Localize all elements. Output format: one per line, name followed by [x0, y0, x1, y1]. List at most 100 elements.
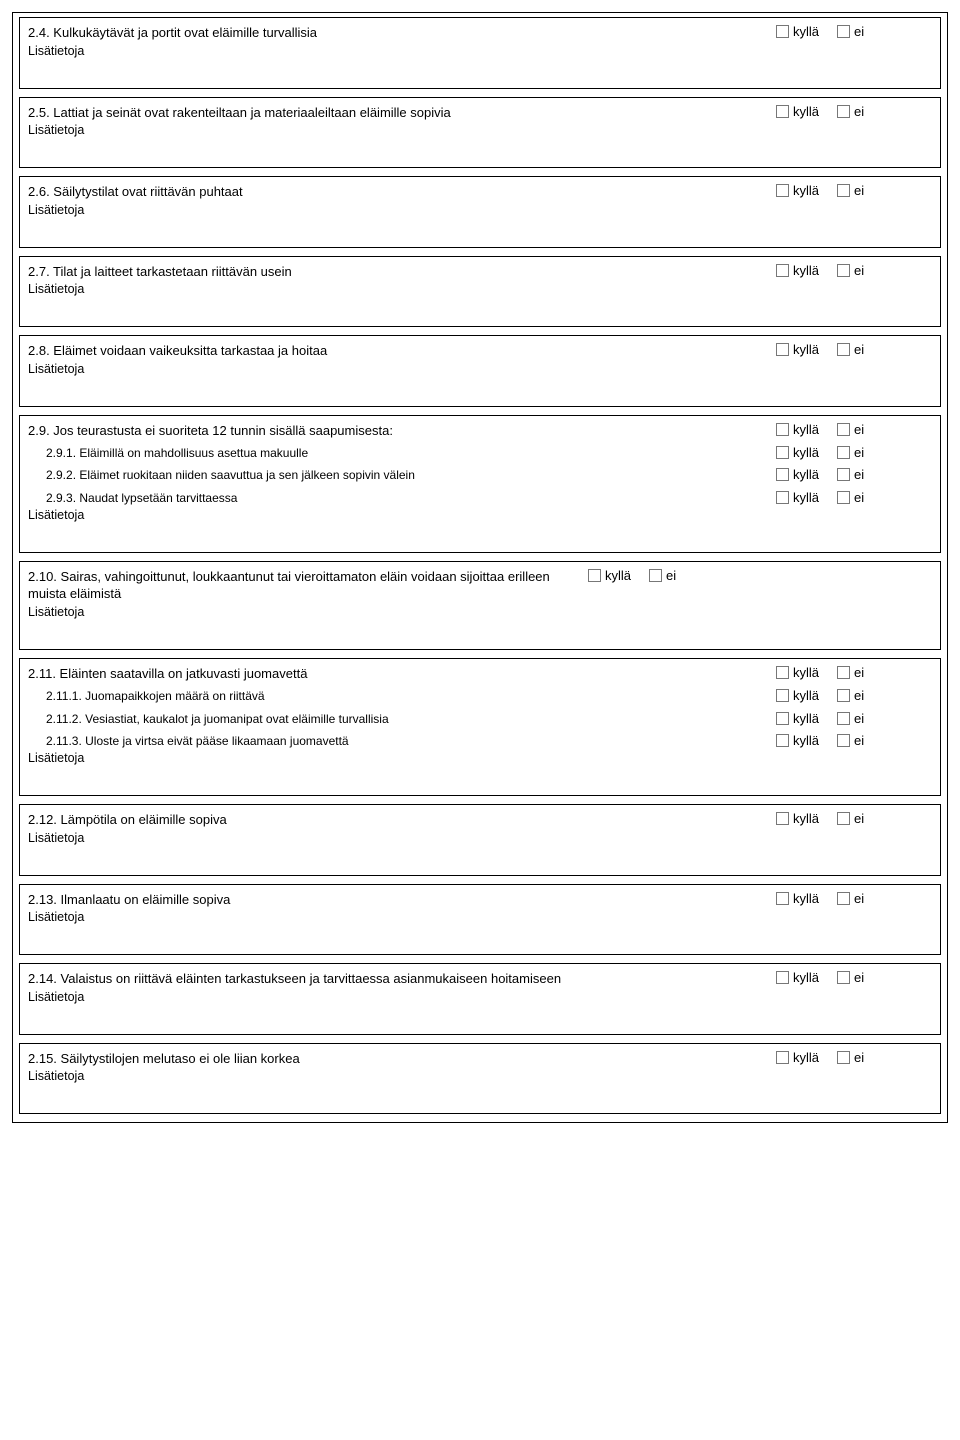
option-yes[interactable]: kyllä	[776, 891, 819, 906]
checkbox-icon[interactable]	[837, 712, 850, 725]
option-no[interactable]: ei	[837, 445, 864, 460]
sub-question: 2.11.3. Uloste ja virtsa eivät pääse lik…	[28, 733, 776, 749]
options: kyllä ei	[776, 733, 932, 748]
option-yes[interactable]: kyllä	[776, 970, 819, 985]
options: kyllä ei	[588, 568, 744, 583]
checkbox-icon[interactable]	[776, 812, 789, 825]
option-yes[interactable]: kyllä	[776, 263, 819, 278]
option-yes[interactable]: kyllä	[776, 445, 819, 460]
option-yes[interactable]: kyllä	[776, 342, 819, 357]
checkbox-icon[interactable]	[776, 423, 789, 436]
option-no[interactable]: ei	[837, 711, 864, 726]
option-no[interactable]: ei	[837, 891, 864, 906]
sub-question: 2.9.2. Eläimet ruokitaan niiden saavuttu…	[28, 467, 776, 483]
form-container: 2.4. Kulkukäytävät ja portit ovat eläimi…	[12, 12, 948, 1123]
option-yes[interactable]: kyllä	[776, 688, 819, 703]
sub-question: 2.9.3. Naudat lypsetään tarvittaessa	[28, 490, 776, 506]
option-yes[interactable]: kyllä	[776, 711, 819, 726]
checkbox-icon[interactable]	[837, 666, 850, 679]
options: kyllä ei	[776, 1050, 932, 1065]
option-no[interactable]: ei	[837, 733, 864, 748]
option-yes[interactable]: kyllä	[776, 733, 819, 748]
checkbox-icon[interactable]	[776, 184, 789, 197]
label-yes: kyllä	[793, 711, 819, 726]
option-yes[interactable]: kyllä	[776, 811, 819, 826]
checkbox-icon[interactable]	[837, 1051, 850, 1064]
label-no: ei	[854, 24, 864, 39]
section-2-12: 2.12. Lämpötila on eläimille sopiva kyll…	[19, 804, 941, 876]
options: kyllä ei	[776, 342, 932, 357]
option-no[interactable]: ei	[837, 688, 864, 703]
option-yes[interactable]: kyllä	[776, 24, 819, 39]
options: kyllä ei	[776, 688, 932, 703]
checkbox-icon[interactable]	[776, 446, 789, 459]
more-info-label: Lisätietoja	[28, 605, 932, 619]
option-no[interactable]: ei	[837, 422, 864, 437]
checkbox-icon[interactable]	[776, 712, 789, 725]
options: kyllä ei	[776, 445, 932, 460]
checkbox-icon[interactable]	[776, 105, 789, 118]
section-2-11: 2.11. Eläinten saatavilla on jatkuvasti …	[19, 658, 941, 796]
checkbox-icon[interactable]	[776, 689, 789, 702]
label-no: ei	[854, 445, 864, 460]
checkbox-icon[interactable]	[837, 446, 850, 459]
question-title: 2.7. Tilat ja laitteet tarkastetaan riit…	[28, 263, 776, 281]
option-no[interactable]: ei	[837, 183, 864, 198]
label-yes: kyllä	[793, 467, 819, 482]
checkbox-icon[interactable]	[776, 491, 789, 504]
more-info-label: Lisätietoja	[28, 751, 932, 765]
checkbox-icon[interactable]	[837, 468, 850, 481]
option-yes[interactable]: kyllä	[776, 183, 819, 198]
checkbox-icon[interactable]	[837, 343, 850, 356]
checkbox-icon[interactable]	[837, 264, 850, 277]
checkbox-icon[interactable]	[649, 569, 662, 582]
more-info-label: Lisätietoja	[28, 44, 932, 58]
checkbox-icon[interactable]	[776, 971, 789, 984]
label-no: ei	[854, 811, 864, 826]
checkbox-icon[interactable]	[776, 264, 789, 277]
label-yes: kyllä	[793, 688, 819, 703]
label-no: ei	[854, 711, 864, 726]
checkbox-icon[interactable]	[776, 343, 789, 356]
checkbox-icon[interactable]	[776, 892, 789, 905]
checkbox-icon[interactable]	[776, 468, 789, 481]
checkbox-icon[interactable]	[776, 666, 789, 679]
checkbox-icon[interactable]	[837, 734, 850, 747]
option-no[interactable]: ei	[837, 24, 864, 39]
option-yes[interactable]: kyllä	[588, 568, 631, 583]
option-no[interactable]: ei	[837, 104, 864, 119]
option-yes[interactable]: kyllä	[776, 665, 819, 680]
option-yes[interactable]: kyllä	[776, 422, 819, 437]
section-2-4: 2.4. Kulkukäytävät ja portit ovat eläimi…	[19, 17, 941, 89]
checkbox-icon[interactable]	[837, 25, 850, 38]
checkbox-icon[interactable]	[837, 423, 850, 436]
option-no[interactable]: ei	[837, 263, 864, 278]
checkbox-icon[interactable]	[837, 971, 850, 984]
checkbox-icon[interactable]	[837, 105, 850, 118]
option-no[interactable]: ei	[649, 568, 676, 583]
checkbox-icon[interactable]	[837, 491, 850, 504]
option-no[interactable]: ei	[837, 490, 864, 505]
checkbox-icon[interactable]	[837, 689, 850, 702]
option-no[interactable]: ei	[837, 811, 864, 826]
option-no[interactable]: ei	[837, 342, 864, 357]
checkbox-icon[interactable]	[776, 734, 789, 747]
question-title: 2.5. Lattiat ja seinät ovat rakenteiltaa…	[28, 104, 776, 122]
checkbox-icon[interactable]	[837, 184, 850, 197]
label-no: ei	[854, 688, 864, 703]
option-yes[interactable]: kyllä	[776, 1050, 819, 1065]
option-yes[interactable]: kyllä	[776, 490, 819, 505]
checkbox-icon[interactable]	[837, 892, 850, 905]
checkbox-icon[interactable]	[776, 1051, 789, 1064]
checkbox-icon[interactable]	[837, 812, 850, 825]
option-no[interactable]: ei	[837, 665, 864, 680]
label-no: ei	[854, 422, 864, 437]
option-no[interactable]: ei	[837, 1050, 864, 1065]
option-yes[interactable]: kyllä	[776, 467, 819, 482]
option-yes[interactable]: kyllä	[776, 104, 819, 119]
checkbox-icon[interactable]	[776, 25, 789, 38]
option-no[interactable]: ei	[837, 467, 864, 482]
checkbox-icon[interactable]	[588, 569, 601, 582]
option-no[interactable]: ei	[837, 970, 864, 985]
question-title: 2.15. Säilytystilojen melutaso ei ole li…	[28, 1050, 776, 1068]
